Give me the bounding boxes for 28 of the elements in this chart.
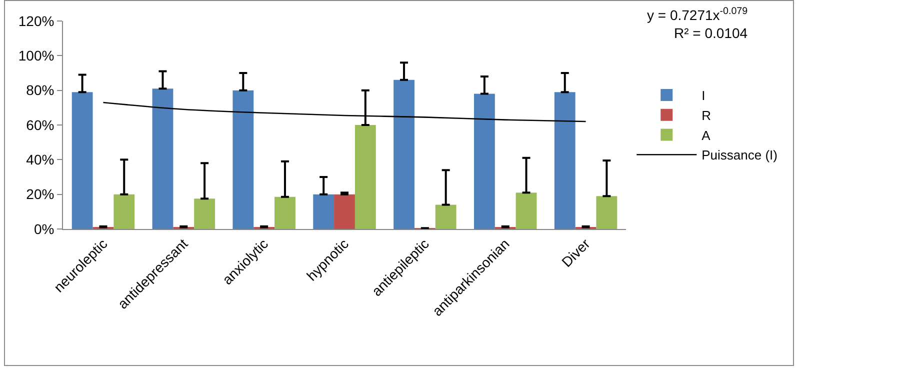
text: R² = 0.0104: [674, 25, 748, 41]
y-tick-label: 20%: [26, 186, 54, 202]
bar: [313, 194, 334, 229]
y-tick-label: 120%: [18, 12, 54, 29]
bar: [72, 92, 93, 229]
legend-label: A: [702, 128, 711, 143]
bar: [354, 125, 376, 229]
bar: [334, 194, 355, 229]
bar: [474, 94, 495, 229]
bar: [516, 192, 537, 229]
bar: [435, 204, 456, 229]
bar: [274, 196, 296, 229]
y-tick-label: 40%: [26, 152, 54, 168]
bar: [596, 196, 618, 229]
y-tick-label: 100%: [18, 48, 54, 64]
legend-label: I: [702, 88, 706, 104]
legend-label: Puissance (I): [702, 148, 778, 163]
bar: [232, 90, 254, 229]
y-tick-label: 0%: [34, 220, 54, 237]
bar: [554, 92, 576, 229]
bar: [394, 80, 414, 229]
y-tick-label: 60%: [26, 116, 54, 133]
legend-label: R: [702, 108, 712, 123]
text: y = 0.7271x$^{-0.079}$: [647, 6, 748, 23]
bar: [114, 194, 135, 229]
bar: [152, 88, 174, 229]
y-tick-label: 80%: [26, 82, 54, 98]
bar: [194, 198, 216, 229]
